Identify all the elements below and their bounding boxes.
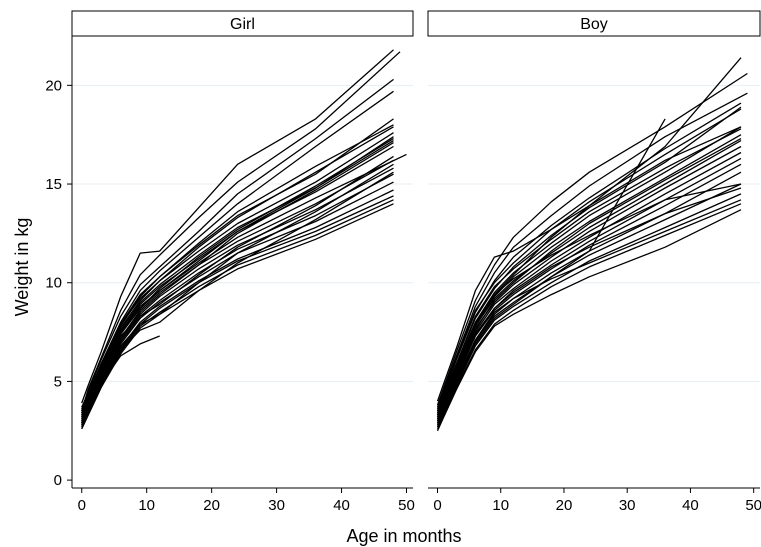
x-tick-label: 10 <box>492 497 509 514</box>
x-tick-label: 40 <box>333 497 350 514</box>
series-line-boy-18 <box>436 108 742 408</box>
series-line-girl-5 <box>81 118 394 416</box>
series-line-boy-16 <box>436 203 742 430</box>
series-line-boy-17 <box>436 209 742 432</box>
panel-girl: Girl 0 10 20 30 40 50 <box>71 10 415 514</box>
x-tick-label: 0 <box>78 497 86 514</box>
series-line-girl-18 <box>81 126 394 408</box>
y-tick-label: 10 <box>45 275 62 292</box>
x-tick-label: 10 <box>138 497 155 514</box>
y-tick-label: 0 <box>54 472 62 489</box>
series-line-girl-19 <box>81 136 394 414</box>
series-line-boy-25 <box>436 183 742 416</box>
series-line-boy-2 <box>436 72 748 406</box>
series-line-boy-20 <box>436 126 742 418</box>
series-line-boy-8 <box>436 140 742 418</box>
series-line-boy-24 <box>436 118 666 426</box>
y-tick-label: 15 <box>45 176 62 193</box>
series-line-boy-22 <box>436 187 742 422</box>
series-line-boy-1 <box>436 57 742 402</box>
x-tick-label: 50 <box>745 497 761 514</box>
series-line-girl-3 <box>81 78 394 410</box>
x-tick-label: 20 <box>556 497 573 514</box>
y-tick-label: 5 <box>54 373 62 390</box>
series-line-boy-10 <box>436 151 742 422</box>
x-tick-label: 30 <box>619 497 636 514</box>
series-line-boy-23 <box>436 199 742 424</box>
x-tick-label: 0 <box>433 497 441 514</box>
series-line-girl-17 <box>81 203 394 430</box>
series-line-girl-4 <box>81 90 394 414</box>
series-line-girl-6 <box>81 132 394 418</box>
panel-strip <box>71 10 414 37</box>
series-line-boy-3 <box>436 92 748 410</box>
x-tick-label: 40 <box>682 497 699 514</box>
series-line-girl-21 <box>81 155 394 422</box>
panel-strip-label: Girl <box>230 16 255 33</box>
panels-layer: Girl 0 10 20 30 40 50 Boy 0 10 20 30 40 50 <box>71 10 761 514</box>
series-line-girl-1 <box>81 49 394 404</box>
series-line-boy-4 <box>436 102 742 412</box>
series-line-girl-15 <box>81 195 394 428</box>
x-tick-label: 50 <box>398 497 415 514</box>
y-axis-title: Weight in kg <box>12 218 32 317</box>
series-line-boy-21 <box>436 138 742 420</box>
y-tick-label: 20 <box>45 77 62 94</box>
x-tick-label: 20 <box>203 497 220 514</box>
panel-strip <box>427 10 761 37</box>
series-line-girl-2 <box>81 51 401 412</box>
series-line-girl-11 <box>81 167 394 424</box>
x-tick-label: 30 <box>268 497 285 514</box>
series-line-girl-23 <box>81 138 394 416</box>
panel-strip-label: Boy <box>580 16 608 33</box>
series-line-girl-24 <box>81 124 394 412</box>
series-line-boy-19 <box>436 128 742 412</box>
y-axis: 0 5 10 15 20 <box>45 36 73 489</box>
series-line-girl-25 <box>81 335 160 426</box>
series-line-boy-6 <box>436 126 742 416</box>
series-line-girl-26 <box>81 171 394 422</box>
x-axis-title: Age in months <box>346 526 461 546</box>
panel-boy: Boy 0 10 20 30 40 50 <box>427 10 761 514</box>
